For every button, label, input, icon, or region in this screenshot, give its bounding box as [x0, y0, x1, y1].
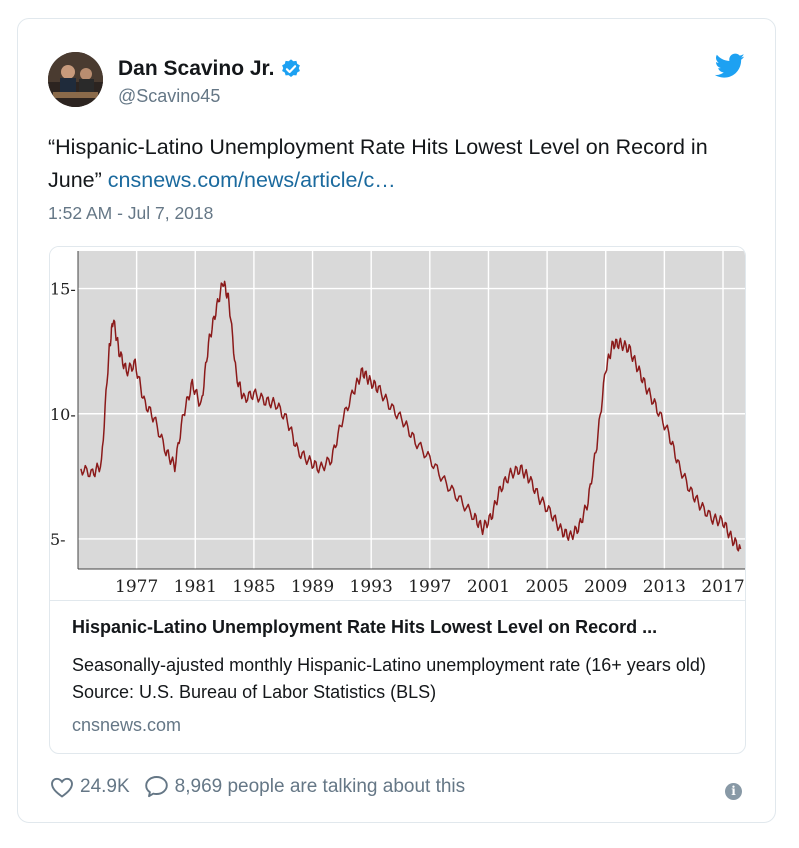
x-tick-label: 1981 — [174, 577, 217, 597]
like-count: 24.9K — [80, 775, 130, 797]
card-title[interactable]: Hispanic-Latino Unemployment Rate Hits L… — [72, 617, 658, 637]
plot-area — [78, 251, 745, 569]
x-tick-label: 1989 — [291, 577, 334, 597]
x-tick-label: 2017 — [701, 577, 744, 597]
info-icon[interactable]: i — [725, 783, 742, 800]
x-tick-label: 1985 — [232, 577, 275, 597]
link-preview-card[interactable]: 1977 1981 1985 1989 1993 1997 2001 2005 2009 2013… — [49, 246, 746, 754]
y-tick-label: 5- — [50, 530, 66, 549]
series-line — [80, 280, 742, 552]
like-action[interactable]: 24.9K — [50, 776, 130, 798]
x-tick-label: 1993 — [350, 577, 393, 597]
y-tick-label: 10- — [50, 405, 76, 424]
card-domain: cnsnews.com — [72, 715, 182, 735]
talking-count[interactable]: 8,969 people are talking about this — [174, 775, 466, 797]
author-name[interactable]: Dan Scavino Jr. — [118, 57, 275, 80]
twitter-bird-icon[interactable] — [715, 53, 745, 79]
speech-bubble-icon[interactable] — [144, 775, 169, 798]
tweet-card: Dan Scavino Jr. @Scavino45 “Hispanic-Lat… — [17, 18, 776, 823]
author-handle[interactable]: @Scavino45 — [118, 86, 221, 106]
reply-action[interactable]: 8,969 people are talking about this — [144, 775, 466, 798]
tweet-link[interactable]: cnsnews.com/news/article/c… — [107, 168, 396, 192]
x-tick-label: 2005 — [525, 577, 568, 597]
x-tick-label: 1977 — [115, 577, 158, 597]
author-name-row[interactable]: Dan Scavino Jr. — [118, 57, 302, 81]
tweet-timestamp[interactable]: 1:52 AM - Jul 7, 2018 — [48, 203, 214, 223]
x-tick-label: 2009 — [584, 577, 627, 597]
tweet-text-main: “Hispanic-Latino Unemployment Rate Hits … — [48, 135, 708, 192]
tweet-text: “Hispanic-Latino Unemployment Rate Hits … — [48, 131, 748, 197]
unemployment-chart: 1977 1981 1985 1989 1993 1997 2001 2005 2009 2013… — [50, 247, 745, 600]
x-tick-label: 1997 — [408, 577, 451, 597]
avatar[interactable] — [48, 52, 103, 107]
tweet-actions: 24.9K 8,969 people are talking about thi… — [50, 775, 479, 798]
x-tick-label: 2013 — [643, 577, 686, 597]
x-tick-label: 2001 — [467, 577, 510, 597]
card-body[interactable]: Hispanic-Latino Unemployment Rate Hits L… — [50, 600, 745, 753]
card-description: Seasonally-ajusted monthly Hispanic-Lati… — [72, 655, 706, 702]
verified-badge-icon — [282, 59, 301, 77]
heart-icon[interactable] — [50, 776, 74, 798]
y-tick-label: 15- — [50, 280, 76, 299]
